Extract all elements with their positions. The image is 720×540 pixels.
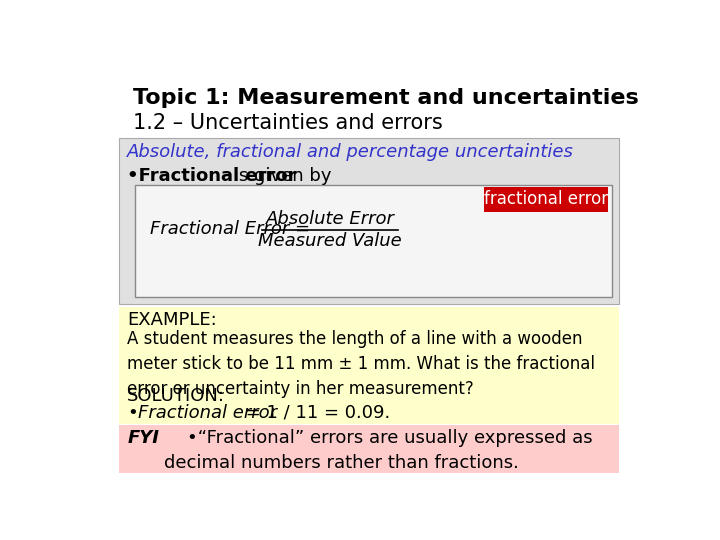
FancyBboxPatch shape — [120, 307, 618, 423]
Text: Fractional Error =: Fractional Error = — [150, 220, 316, 238]
Text: 1.2 – Uncertainties and errors: 1.2 – Uncertainties and errors — [132, 112, 442, 132]
FancyBboxPatch shape — [120, 425, 618, 473]
Text: •: • — [127, 403, 138, 422]
Text: fractional error: fractional error — [484, 190, 608, 208]
Text: Absolute, fractional and percentage uncertainties: Absolute, fractional and percentage unce… — [127, 143, 574, 161]
Text: FYI: FYI — [127, 429, 159, 447]
Text: Absolute Error: Absolute Error — [266, 210, 395, 228]
FancyBboxPatch shape — [135, 185, 612, 298]
Text: Topic 1: Measurement and uncertainties: Topic 1: Measurement and uncertainties — [132, 88, 639, 108]
Text: is given by: is given by — [228, 167, 331, 185]
Text: •Fractional error: •Fractional error — [127, 167, 297, 185]
Text: = 1 / 11 = 0.09.: = 1 / 11 = 0.09. — [240, 403, 390, 422]
Text: •“Fractional” errors are usually expressed as
decimal numbers rather than fracti: •“Fractional” errors are usually express… — [163, 429, 593, 472]
Text: SOLUTION:: SOLUTION: — [127, 387, 225, 404]
FancyBboxPatch shape — [120, 138, 618, 303]
Text: Fractional error: Fractional error — [138, 403, 277, 422]
Text: A student measures the length of a line with a wooden
meter stick to be 11 mm ± : A student measures the length of a line … — [127, 330, 595, 397]
Text: EXAMPLE:: EXAMPLE: — [127, 311, 217, 329]
FancyBboxPatch shape — [484, 187, 608, 212]
Text: Measured Value: Measured Value — [258, 232, 402, 250]
